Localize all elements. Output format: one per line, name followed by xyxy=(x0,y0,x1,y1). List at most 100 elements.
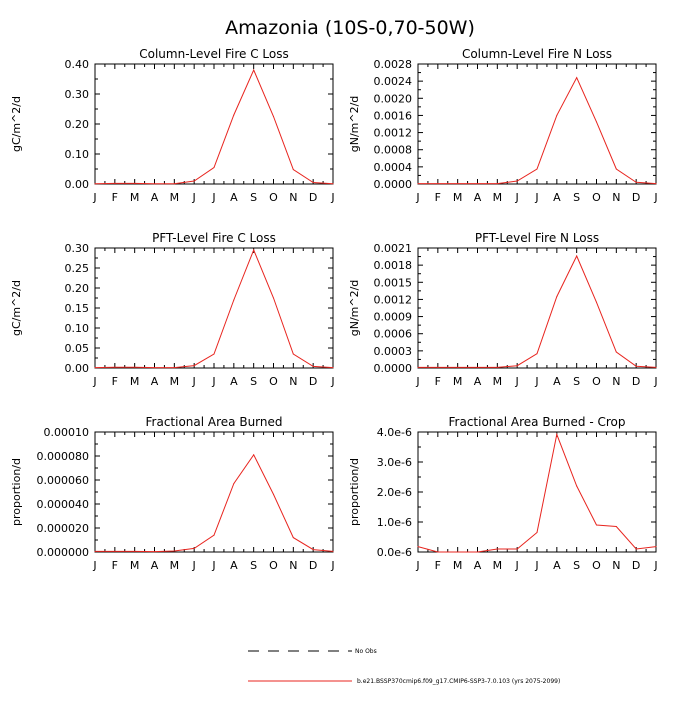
x-tick-label: N xyxy=(289,191,297,204)
data-point xyxy=(477,551,478,553)
data-point xyxy=(134,550,136,552)
y-axis-label: gC/m^2/d xyxy=(10,280,23,336)
x-tick-label: A xyxy=(230,191,238,204)
data-point xyxy=(615,351,617,353)
data-point xyxy=(193,365,195,367)
x-tick-label: A xyxy=(151,375,159,388)
y-tick-label: 0.0006 xyxy=(374,328,413,341)
y-tick-label: 0.0016 xyxy=(374,109,413,122)
x-tick-label: M xyxy=(493,375,503,388)
x-tick-label: O xyxy=(592,559,601,572)
data-point xyxy=(173,550,175,552)
x-tick-label: J xyxy=(92,559,96,572)
data-point xyxy=(193,547,195,549)
x-tick-label: O xyxy=(269,191,278,204)
x-tick-label: A xyxy=(230,559,238,572)
x-tick-label: S xyxy=(573,191,580,204)
x-tick-label: N xyxy=(289,559,297,572)
x-tick-label: A xyxy=(230,375,238,388)
x-tick-label: J xyxy=(653,559,657,572)
y-tick-label: 0.000000 xyxy=(37,546,90,559)
panel-title: Fractional Area Burned xyxy=(146,415,283,429)
y-tick-label: 0.25 xyxy=(65,262,90,275)
y-tick-label: 0.15 xyxy=(65,302,90,315)
x-tick-label: M xyxy=(130,191,140,204)
data-point xyxy=(596,301,597,303)
panel-title: PFT-Level Fire C Loss xyxy=(152,231,276,245)
x-tick-label: J xyxy=(330,375,334,388)
data-point xyxy=(536,532,538,533)
x-tick-label: J xyxy=(92,375,96,388)
data-point xyxy=(332,367,334,369)
plot-frame xyxy=(94,247,334,369)
legend: No Obs b.e21.BSSP370cmip6.f09_g17.CMIP6-… xyxy=(248,648,560,685)
y-tick-label: 0.10 xyxy=(65,148,90,161)
data-point xyxy=(655,546,657,548)
data-point xyxy=(596,524,597,526)
x-tick-label: J xyxy=(515,375,519,388)
y-tick-label: 3.0e-6 xyxy=(377,456,412,469)
data-point xyxy=(516,180,518,182)
series-line xyxy=(95,453,334,553)
data-point xyxy=(417,366,419,368)
y-tick-label: 0.0021 xyxy=(374,242,413,255)
data-point xyxy=(312,549,314,551)
x-tick-label: S xyxy=(573,559,580,572)
x-tick-label: S xyxy=(250,559,257,572)
x-tick-label: J xyxy=(211,375,215,388)
panel-title: PFT-Level Fire N Loss xyxy=(475,231,599,245)
x-tick-label: J xyxy=(534,191,538,204)
data-point xyxy=(233,483,235,485)
y-axis-label: gN/m^2/d xyxy=(348,96,361,153)
data-point xyxy=(332,183,334,185)
data-point xyxy=(173,367,175,369)
y-tick-label: 0.0004 xyxy=(374,161,413,174)
x-tick-label: D xyxy=(309,559,317,572)
data-point xyxy=(114,550,116,552)
x-tick-label: M xyxy=(493,191,503,204)
series-line xyxy=(94,248,334,369)
legend-label-no-obs: No Obs xyxy=(355,648,377,655)
y-tick-label: 0.20 xyxy=(65,282,90,295)
x-tick-label: J xyxy=(653,375,657,388)
y-tick-label: 0.0009 xyxy=(374,311,413,324)
x-tick-label: J xyxy=(415,559,419,572)
x-tick-label: D xyxy=(632,559,640,572)
x-tick-label: O xyxy=(592,375,601,388)
y-tick-label: 0.0018 xyxy=(374,259,413,272)
data-point xyxy=(437,551,439,553)
x-tick-label: N xyxy=(612,375,620,388)
x-tick-label: M xyxy=(170,375,180,388)
data-point xyxy=(273,493,274,495)
y-tick-label: 0.0000 xyxy=(374,178,413,191)
x-tick-label: S xyxy=(573,375,580,388)
figure-title: Amazonia (10S-0,70-50W) xyxy=(225,17,475,39)
y-tick-label: 0.00010 xyxy=(44,426,90,439)
data-point xyxy=(312,365,314,367)
data-point xyxy=(213,167,215,168)
panel-title: Fractional Area Burned - Crop xyxy=(449,415,626,429)
x-tick-label: A xyxy=(553,375,561,388)
data-point xyxy=(233,299,235,301)
x-tick-label: J xyxy=(515,559,519,572)
y-tick-label: 0.0000 xyxy=(374,362,413,375)
plot-frame xyxy=(417,63,657,185)
x-tick-label: J xyxy=(534,375,538,388)
y-tick-label: 0.0015 xyxy=(374,276,413,289)
x-tick-label: J xyxy=(330,191,334,204)
x-tick-label: S xyxy=(250,191,257,204)
series-line xyxy=(94,68,334,185)
x-tick-label: M xyxy=(170,559,180,572)
data-point xyxy=(536,353,538,355)
y-tick-label: 0.0020 xyxy=(374,92,413,105)
series-line xyxy=(418,254,657,368)
y-tick-label: 0.30 xyxy=(65,242,90,255)
data-point xyxy=(292,353,294,355)
x-tick-label: F xyxy=(112,191,118,204)
data-point xyxy=(556,296,558,298)
data-point xyxy=(114,182,116,184)
